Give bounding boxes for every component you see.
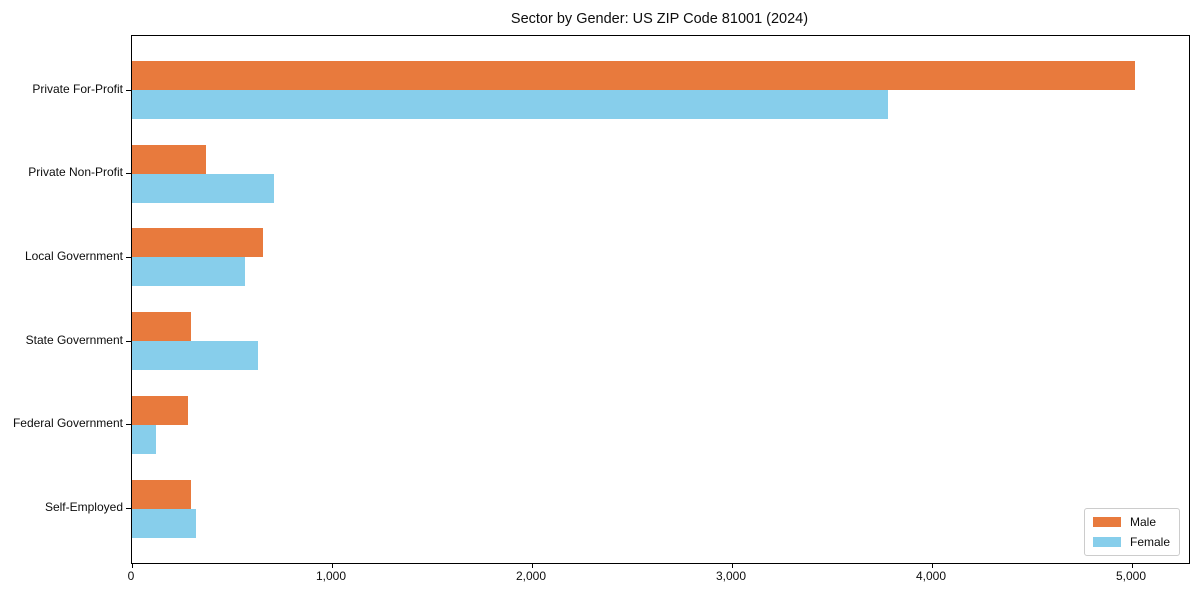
x-axis-tick xyxy=(1131,563,1133,568)
y-axis-label: Federal Government xyxy=(12,416,123,431)
x-axis-tick xyxy=(931,563,933,568)
bar-female-category-4 xyxy=(132,341,258,371)
y-axis-tick xyxy=(126,256,132,259)
legend: Male Female xyxy=(1083,508,1180,556)
bar-male-category-3 xyxy=(132,228,263,258)
x-axis-tick xyxy=(731,563,733,568)
bar-male-category-6 xyxy=(132,479,191,509)
legend-entry-female: Female xyxy=(1092,535,1170,549)
y-axis-tick xyxy=(126,508,132,510)
y-axis-tick xyxy=(126,89,132,91)
x-axis-tick xyxy=(331,563,333,568)
y-axis-tick xyxy=(126,173,132,175)
bar-female-category-6 xyxy=(132,508,196,538)
y-axis-tick xyxy=(126,424,132,426)
y-axis-label: Self-Employed xyxy=(44,500,123,514)
bar-male-category-5 xyxy=(132,395,188,425)
plot-area: Male Female xyxy=(126,35,1190,568)
x-axis-label: 3,000 xyxy=(715,569,747,583)
y-axis-label: State Government xyxy=(25,332,123,347)
bar-male-category-4 xyxy=(132,312,191,342)
x-axis-tick xyxy=(531,563,533,568)
x-axis-tick xyxy=(131,563,133,568)
bar-male-category-1 xyxy=(132,61,1135,90)
y-axis-label: Private Non-Profit xyxy=(28,165,123,180)
chart-title: Sector by Gender: US ZIP Code 81001 (202… xyxy=(510,11,809,27)
legend-entry-male: Male xyxy=(1092,515,1170,529)
legend-swatch-male xyxy=(1092,517,1121,527)
x-axis-label: 5,000 xyxy=(1115,569,1147,583)
y-axis-tick xyxy=(126,340,132,342)
bar-female-category-5 xyxy=(132,424,156,454)
bar-female-category-2 xyxy=(132,173,274,203)
bar-male-category-2 xyxy=(132,144,206,174)
x-axis-label: 1,000 xyxy=(315,569,347,583)
y-axis-label: Local Government xyxy=(24,248,123,263)
legend-swatch-female xyxy=(1092,537,1121,547)
bar-female-category-1 xyxy=(132,90,888,119)
y-axis-label: Private For-Profit xyxy=(32,81,123,96)
x-axis-label: 0 xyxy=(127,569,135,583)
bar-female-category-3 xyxy=(132,257,245,287)
x-axis-label: 2,000 xyxy=(515,569,547,583)
legend-label: Male xyxy=(1129,515,1156,529)
legend-label: Female xyxy=(1129,535,1170,549)
x-axis-label: 4,000 xyxy=(915,569,947,583)
